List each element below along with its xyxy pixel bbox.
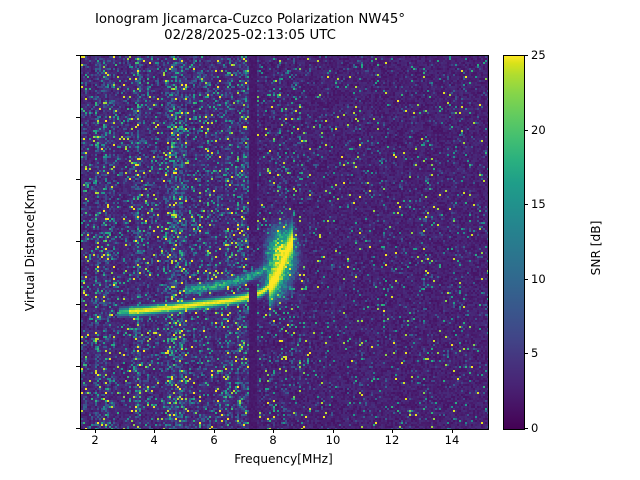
y-tick-mark [76,366,80,367]
y-tick-mark [76,241,80,242]
x-tick-mark [273,429,274,433]
y-axis-label: Virtual Distance[Km] [23,184,37,312]
y-tick-mark [76,304,80,305]
x-tick-label: 12 [384,433,400,447]
x-axis-label: Frequency[MHz] [234,452,333,466]
colorbar-tick-label: 0 [531,421,539,435]
y-tick-mark [76,428,80,429]
colorbar-tick-label: 20 [531,123,546,137]
x-tick-mark [452,429,453,433]
colorbar-tick-mark [524,130,528,131]
colorbar-tick-label: 15 [531,197,546,211]
x-tick-mark [333,429,334,433]
colorbar-gradient [504,56,524,429]
colorbar-label: SNR [dB] [589,220,603,276]
x-tick-mark [154,429,155,433]
y-tick-mark [76,117,80,118]
y-tick-mark [76,55,80,56]
colorbar [503,55,525,430]
x-tick-label: 4 [150,433,158,447]
colorbar-tick-mark [524,353,528,354]
colorbar-tick-mark [524,55,528,56]
x-tick-mark [95,429,96,433]
x-tick-label: 14 [444,433,460,447]
x-tick-mark [214,429,215,433]
colorbar-tick-mark [524,279,528,280]
y-tick-mark [76,179,80,180]
colorbar-tick-label: 25 [531,48,546,62]
figure-title: Ionogram Jicamarca-Cuzco Polarization NW… [95,12,405,43]
x-tick-label: 8 [269,433,277,447]
x-tick-mark [392,429,393,433]
x-tick-label: 2 [91,433,99,447]
colorbar-tick-label: 10 [531,272,546,286]
colorbar-tick-mark [524,428,528,429]
ionogram-heatmap [81,56,488,429]
x-tick-label: 6 [210,433,218,447]
colorbar-tick-mark [524,204,528,205]
x-tick-label: 10 [325,433,341,447]
ionogram-plot-area [80,55,489,430]
colorbar-tick-label: 5 [531,346,539,360]
